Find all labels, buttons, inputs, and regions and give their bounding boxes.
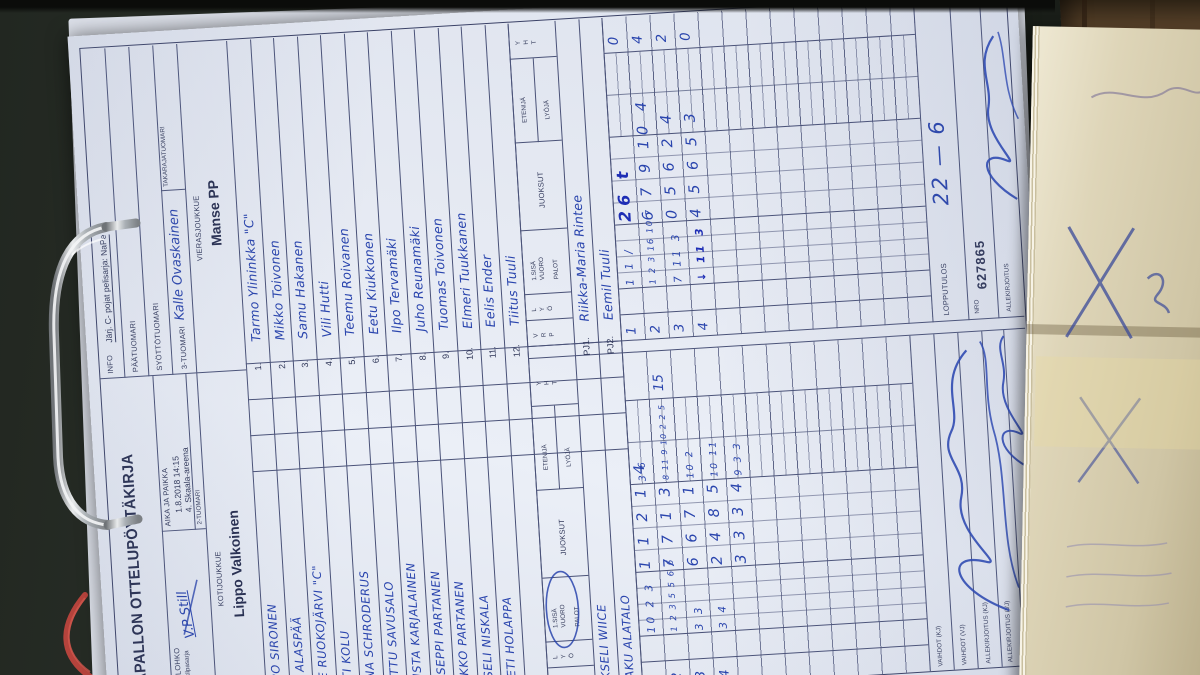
home-pj-name: AKSELI WIICE [594,603,614,675]
row-number: 1. [252,362,264,371]
away-player-name: Vili Hutti [315,280,334,338]
notebook-scribbles [1034,87,1200,608]
away-player-name: Samu Hakanen [289,239,311,340]
away-player-name: Tuomas Toivonen [429,217,452,331]
home-player-name: JOONA SCHRODERUS [356,570,379,675]
home-player-name: SANTTU SAVUSALO [380,580,403,675]
home-player-name: RENE RUOKOJÄRVI "C" [309,564,332,675]
clipboard-clip [48,218,143,530]
home-juoksut-marks: 6 6 7 1 [680,480,703,567]
home-etenija-marks: 9 3 3 [731,441,745,476]
away-score-grid: 1 1 1 / 26 t 0 2 1 2 3 16 10 7 6 7 9 10 … [602,0,933,342]
away-inning-number: 3 [672,323,688,333]
home-juoksut-marks: 2 4 8 5 [704,478,726,566]
home-player-name: VEETI KOLU [336,629,356,675]
table-edge-shadow [0,0,1055,13]
scoresheet-paper: PESÄPALLON OTTELUPÖYTÄKIRJA SARJA JA LOH… [67,0,1059,675]
away-pj-name: Riikka-Maria Rintee [569,194,592,323]
home-player-name: JAAKKO PARTANEN [451,580,473,675]
away-player-name: Juho Reunamäki [406,225,428,333]
nro-label: NRO [973,299,982,314]
away-inning-number: 2 [648,324,664,334]
away-yht-value: 2 [653,33,670,43]
home-etenija-marks: 10 11 [707,439,721,478]
away-yht-value: 4 [629,34,647,45]
nro-value: 627865 [971,239,990,290]
away-yht-value: 0 [677,31,694,42]
home-palot-marks: 10 2 3 [642,581,659,634]
home-score-grid: 1 10 2 3 1 1 2 1 4 3 6 2 1 2 3 5 5 6 6 7… [622,335,930,675]
row-number: 7. [393,353,404,363]
home-lyoja-header: LYÖJÄ [564,447,573,468]
away-sisavuoro-header: 1.SISÄ VUORO [530,256,547,281]
away-player-name: Tarmo Ylininkka "C" [240,212,264,343]
away-player-name: Mikko Toivonen [265,239,287,341]
scoresheet-form: PESÄPALLON OTTELUPÖYTÄKIRJA SARJA JA LOH… [67,0,1059,675]
home-pj-name: SAKU ALATALO [617,594,637,675]
home-etenija-marks: 10 2 [683,448,697,479]
away-player-name: Tiitus Tuuli [502,254,522,327]
home-sisavuoro-header: 1.SISÄ VUORO [551,604,568,629]
row-number: 11. [487,346,498,359]
away-inning-number: 1 [624,326,640,336]
pj-number: PJ1. [580,337,592,356]
home-etenija-marks: 3 6 [636,459,649,482]
home-juoksut-marks: 3 3 3 4 [728,477,750,564]
away-palot-marks: 1 1 / [622,246,637,287]
row-number: 9. [440,351,451,360]
away-player-name: Ilpo Tervamäki [383,237,405,334]
away-inning-number: 4 [696,321,712,331]
home-player-name: KONSTA KARJALAINEN [403,561,426,675]
row-number: 10. [463,347,475,361]
home-inning-number: 4 [717,668,733,675]
away-palot-marks: ↓ 11 3 [693,225,709,282]
red-cord [63,592,94,675]
row-number: 8. [416,352,428,361]
notebook-stack [1019,26,1200,675]
home-palot-marks: 3 3 [692,604,706,631]
home-etenija-header: ETENIJÄ [541,444,550,471]
row-number: 4. [323,358,334,367]
home-player-name: AKSELI NISKALA [475,594,496,675]
away-lyoja-header: LYÖJÄ [543,99,552,120]
fold-crease [1026,324,1200,338]
home-player-name: JOOSEPPI PARTANEN [427,570,450,675]
away-palot-header: PALOT [552,258,561,280]
away-player-name: Elmeri Tuukkanen [452,212,475,330]
row-number: 6. [370,355,381,364]
home-player-name: VEETI HOLAPPA [499,596,520,675]
row-number: 3. [299,359,311,368]
home-palot-marks: 3 4 [716,602,730,630]
home-palot-header: PALOT [573,606,582,627]
away-yht-value: 0 [605,36,623,46]
home-juoksut-marks: 7 7 1 3 [656,481,679,569]
away-pj-name: Eemil Tuuli [596,248,616,321]
pj-number: PJ2. [604,335,616,355]
home-inning-number: 3 [693,670,708,675]
away-player-name: Eetu Kiukkonen [359,232,381,335]
away-juoksut-marks: 26 t [612,165,635,223]
away-player-name: Teemu Roivanen [335,227,358,337]
home-player-name: TINO ALASPÄÄ [288,615,309,675]
home-yht-value: 15 [650,373,668,392]
row-number: 2. [276,361,287,370]
away-etenija-header: ETENIJÄ [520,96,529,124]
row-number: 12. [510,344,522,358]
home-player-name: SAMPO SIRONEN [264,603,285,675]
row-number: 5. [346,356,358,365]
away-palot-marks: 7 11 3 [669,231,685,284]
away-player-name: Eelis Ender [478,254,499,328]
